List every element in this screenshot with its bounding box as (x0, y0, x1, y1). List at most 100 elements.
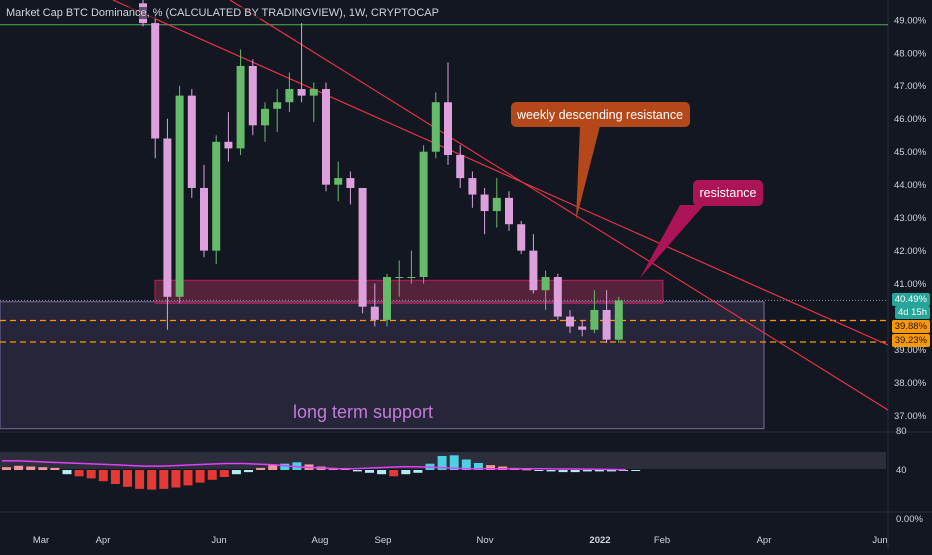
oscillator-bar (74, 470, 84, 477)
oscillator-bar (377, 470, 387, 475)
oscillator-bar (110, 470, 120, 484)
oscillator-bar (522, 469, 532, 471)
oscillator-bar (268, 465, 278, 470)
oscillator-bar (461, 459, 471, 470)
candle-body (151, 23, 160, 139)
level2-label: 39.23% (891, 334, 930, 347)
annotation-resistance: resistance (700, 186, 757, 200)
callout-box (693, 180, 763, 206)
candle-body (261, 108, 269, 126)
candle-body (297, 89, 306, 96)
annotation-weekly-resistance: weekly descending resistance (516, 108, 683, 122)
oscillator-bar (135, 470, 145, 489)
current-price-label: 40.49% (891, 293, 930, 306)
oscillator-bar (619, 470, 629, 471)
candle-body (468, 178, 477, 195)
candle-body (175, 95, 184, 297)
trendline-lower (112, 0, 889, 346)
y-tick-label: 37.00% (894, 411, 927, 422)
candle-body (590, 309, 599, 330)
oscillator-bar (449, 455, 459, 470)
candle-body (322, 89, 330, 185)
oscillator-tick-label: 80 (896, 426, 907, 437)
oscillator-tick-label: 0.00% (896, 514, 923, 525)
candle-body (431, 102, 440, 152)
oscillator-bar (86, 470, 96, 479)
candle-body (529, 250, 538, 291)
oscillator-bar (183, 470, 193, 486)
countdown-label: 4d 15h (894, 306, 930, 319)
oscillator-bar (195, 470, 205, 483)
y-tick-label: 49.00% (894, 15, 927, 26)
oscillator-bar (62, 470, 72, 475)
x-tick-label: Aug (312, 535, 329, 546)
callout-pointer (640, 205, 704, 278)
candle-body (309, 89, 318, 96)
candle-body (505, 197, 513, 225)
oscillator-bar (123, 470, 132, 487)
oscillator-bar (486, 465, 495, 470)
oscillator-bar (607, 470, 616, 472)
oscillator-bar (631, 470, 641, 471)
oscillator-bar (219, 470, 229, 477)
candle-body (578, 326, 587, 330)
x-tick-label: Jun (872, 535, 887, 546)
oscillator-bar (534, 470, 544, 471)
oscillator-bar (2, 467, 11, 470)
candle-body (566, 316, 574, 327)
candle-body (163, 138, 172, 297)
oscillator-bar (231, 470, 241, 475)
candle-body (456, 154, 465, 179)
candle-body (334, 178, 343, 185)
x-tick-label: Mar (33, 535, 49, 546)
oscillator-bar (437, 456, 447, 470)
oscillator-bar (159, 470, 169, 489)
oscillator-bar (171, 470, 181, 488)
oscillator-bar (98, 470, 108, 482)
y-tick-label: 39.00% (894, 345, 927, 356)
candle-body (614, 300, 623, 340)
oscillator-bar (26, 466, 36, 470)
oscillator-bar (401, 470, 411, 475)
y-tick-label: 48.00% (894, 48, 927, 59)
support-zone (0, 301, 765, 430)
oscillator-bar (280, 463, 290, 470)
y-tick-label: 42.00% (894, 246, 927, 257)
candle-body (248, 65, 257, 126)
x-tick-label: Apr (96, 535, 111, 546)
oscillator-bar (473, 463, 483, 470)
candle-body (517, 224, 526, 251)
chart-title: Market Cap BTC Dominance, % (CALCULATED … (6, 7, 439, 19)
candle-body (200, 187, 208, 251)
y-tick-label: 47.00% (894, 81, 927, 92)
candle-body (236, 65, 245, 149)
oscillator-bar (558, 470, 568, 473)
x-tick-label: 2022 (589, 535, 610, 546)
oscillator-bar (582, 470, 592, 472)
candle-body (395, 277, 404, 279)
y-tick-label: 45.00% (894, 147, 927, 158)
x-tick-label: Apr (757, 535, 772, 546)
y-tick-label: 38.00% (894, 378, 927, 389)
level1-label: 39.88% (891, 320, 930, 333)
oscillator-bar (256, 467, 266, 470)
y-tick-label: 43.00% (894, 213, 927, 224)
x-tick-label: Sep (375, 535, 392, 546)
candle-body (370, 306, 379, 320)
oscillator-bar (413, 470, 423, 473)
candle-body (187, 95, 196, 188)
oscillator-bar (365, 470, 374, 473)
oscillator-line (2, 460, 627, 471)
x-tick-label: Jun (211, 535, 226, 546)
candle-body (346, 178, 355, 188)
candle-body (407, 277, 416, 279)
y-tick-label: 44.00% (894, 180, 927, 191)
candle-body (358, 187, 367, 307)
candle-body (224, 141, 233, 149)
oscillator-bar (570, 470, 580, 473)
candle-body (602, 309, 611, 340)
oscillator-bar (389, 470, 399, 477)
x-tick-label: Feb (654, 535, 670, 546)
